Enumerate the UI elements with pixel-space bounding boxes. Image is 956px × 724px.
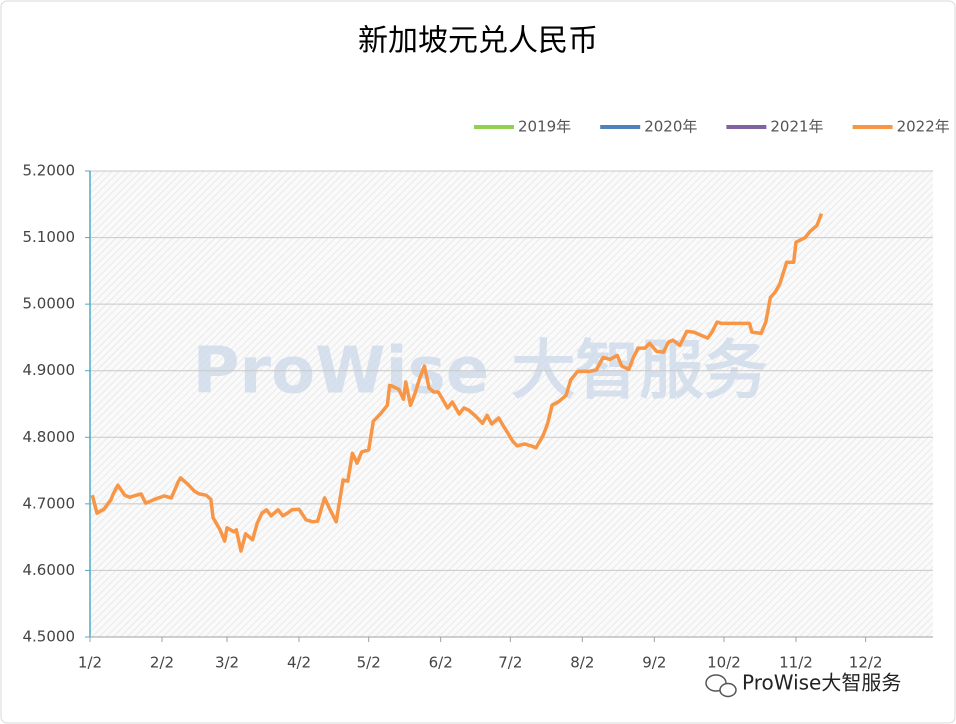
x-tick-label: 10/2: [707, 654, 741, 672]
footer-text: ProWise大智服务: [742, 671, 901, 695]
series-line: [90, 212, 824, 553]
y-tick-label: 5.1000: [23, 228, 76, 246]
legend-label: 2022年: [897, 118, 950, 136]
watermark: ProWise 大智服务: [193, 335, 768, 409]
legend-label: 2021年: [770, 118, 823, 136]
y-tick-label: 4.9000: [23, 361, 76, 379]
x-tick-label: 4/2: [287, 654, 311, 672]
x-tick-label: 9/2: [642, 654, 666, 672]
x-tick-label: 6/2: [429, 654, 453, 672]
x-tick-label: 2/2: [150, 654, 174, 672]
y-tick-label: 4.6000: [23, 561, 76, 579]
x-tick-label: 1/2: [78, 654, 102, 672]
x-tick-label: 3/2: [215, 654, 239, 672]
footer-icon: [705, 674, 737, 698]
y-tick-label: 5.0000: [23, 295, 76, 313]
y-tick-label: 5.2000: [23, 162, 76, 180]
chart-title: 新加坡元兑人民币: [358, 24, 598, 59]
plot-area: [90, 171, 933, 637]
y-tick-label: 4.5000: [23, 628, 76, 646]
y-tick-label: 4.7000: [23, 494, 76, 512]
legend-label: 2020年: [644, 118, 697, 136]
y-tick-label: 4.8000: [23, 428, 76, 446]
legend-label: 2019年: [518, 118, 571, 136]
x-tick-label: 12/2: [849, 654, 883, 672]
x-tick-label: 8/2: [570, 654, 594, 672]
x-tick-label: 11/2: [779, 654, 813, 672]
x-tick-label: 5/2: [357, 654, 381, 672]
x-tick-label: 7/2: [498, 654, 522, 672]
